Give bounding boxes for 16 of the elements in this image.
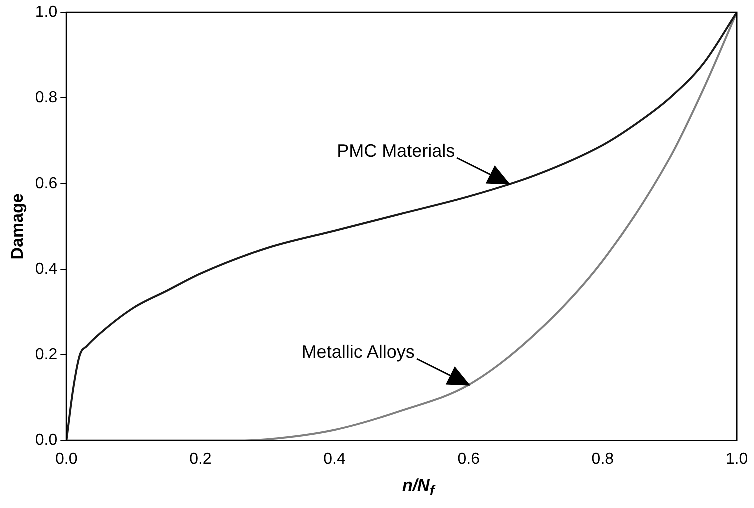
y-tick-label: 0.0: [35, 432, 58, 450]
x-tick-label: 0.2: [190, 450, 212, 468]
y-tick-label: 1.0: [35, 4, 58, 22]
x-tick-label: 0.0: [56, 450, 78, 468]
y-tick-label: 0.2: [35, 346, 58, 364]
y-tick-label: 0.4: [35, 260, 58, 278]
x-tick-label: 0.4: [324, 450, 346, 468]
annotation: Metallic Alloys: [302, 342, 415, 364]
annotation: PMC Materials: [337, 140, 456, 162]
y-tick-label: 0.8: [35, 90, 58, 107]
x-axis-title: n/N$_{f}$: [401, 476, 437, 500]
x-tick-label: 0.8: [592, 450, 614, 468]
x-tick-label: 0.6: [458, 450, 480, 468]
x-tick-label: 1.0: [726, 450, 748, 468]
y-tick-label: 0.6: [35, 175, 58, 192]
y-axis-title: Damage: [8, 194, 27, 260]
